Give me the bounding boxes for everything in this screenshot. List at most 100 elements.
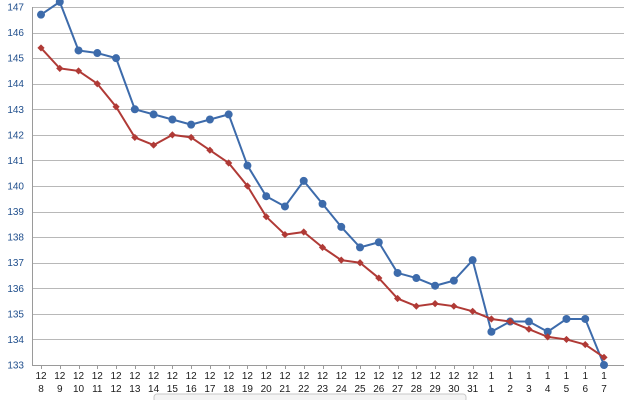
x-tick-label-day: 26 <box>373 384 385 395</box>
series-2-point <box>318 243 327 251</box>
series-1-point <box>37 10 45 19</box>
y-axis-tick-labels: 133 134 135 136 137 138 139 140 141 142 143 144 145 1… <box>7 3 24 372</box>
series-2-point <box>206 146 214 154</box>
series-1-point <box>55 0 64 6</box>
y-tick-label: 133 <box>7 361 24 372</box>
x-tick-label-month: 12 <box>336 371 348 382</box>
series-1-point <box>224 110 233 119</box>
series-2-point <box>56 64 64 72</box>
series-1-point <box>412 274 421 283</box>
series-1-point <box>337 222 346 231</box>
x-tick-label-month: 12 <box>261 371 273 382</box>
series-1-point <box>262 192 271 201</box>
x-tick-label-month: 12 <box>317 371 329 382</box>
series-1-point <box>74 46 83 55</box>
x-tick-label-day: 18 <box>223 384 235 395</box>
x-tick-label-month: 12 <box>92 371 104 382</box>
series-2-point <box>150 141 158 149</box>
x-tick-label-day: 23 <box>317 384 329 395</box>
x-tick-label-month: 12 <box>148 371 160 382</box>
x-tick-label-month: 12 <box>242 371 254 382</box>
series-2-point <box>393 294 402 303</box>
x-tick-label-month: 12 <box>411 371 423 382</box>
series-2-point <box>93 80 101 88</box>
series-1-point <box>374 238 383 247</box>
series-2-point <box>562 335 571 344</box>
x-tick-label-month: 12 <box>279 371 291 382</box>
series-2-point <box>281 230 289 239</box>
series-2-point <box>187 133 195 142</box>
x-tick-label-month: 1 <box>489 371 495 382</box>
series-2-point <box>37 44 45 52</box>
x-tick-label-day: 19 <box>242 384 254 395</box>
x-tick-label-month: 12 <box>186 371 198 382</box>
series-1-point <box>581 314 590 323</box>
series-2-point <box>356 259 364 267</box>
series-1-point <box>130 105 139 114</box>
x-tick-label-month: 12 <box>129 371 141 382</box>
x-tick-label-day: 29 <box>430 384 442 395</box>
x-tick-label-day: 7 <box>601 384 607 395</box>
x-axis-tick-labels: 1281291210121112121213121412151216121712… <box>35 371 607 395</box>
x-tick-label-month: 12 <box>73 371 85 382</box>
x-tick-label-day: 17 <box>204 384 216 395</box>
series-1-point <box>112 54 121 63</box>
series-2-point <box>337 256 345 264</box>
series-lines <box>37 0 608 369</box>
series-1-point <box>524 317 533 326</box>
y-tick-label: 147 <box>7 3 24 14</box>
series-2-point <box>506 317 514 326</box>
x-tick-label-day: 9 <box>57 384 63 395</box>
series-2-point <box>375 274 383 282</box>
x-tick-label-month: 1 <box>507 371 513 382</box>
x-tick-label-day: 4 <box>545 384 551 395</box>
x-tick-label-month: 12 <box>111 371 123 382</box>
y-tick-label: 137 <box>7 258 24 269</box>
x-tick-label-month: 12 <box>298 371 310 382</box>
x-tick-label-month: 12 <box>35 371 47 382</box>
series-1-point <box>205 115 214 124</box>
series-1-point <box>468 256 477 265</box>
x-tick-label-day: 13 <box>129 384 141 395</box>
x-tick-label-month: 1 <box>526 371 532 382</box>
x-tick-label-month: 12 <box>204 371 216 382</box>
x-tick-label-month: 12 <box>167 371 179 382</box>
gridlines <box>32 7 624 369</box>
x-tick-label-month: 1 <box>601 371 607 382</box>
series-1-point <box>487 327 496 336</box>
series-2-point <box>74 67 83 75</box>
series-1-point <box>431 281 440 290</box>
series-2-point <box>469 307 477 315</box>
x-tick-label-day: 14 <box>148 384 160 395</box>
x-tick-label-day: 15 <box>167 384 179 395</box>
y-tick-label: 134 <box>7 335 24 346</box>
series-1-point <box>356 243 365 252</box>
x-tick-label-month: 1 <box>582 371 588 382</box>
y-tick-label: 145 <box>7 54 24 65</box>
series-1-point <box>393 268 402 277</box>
x-tick-label-day: 8 <box>38 384 44 395</box>
x-tick-label-month: 12 <box>448 371 460 382</box>
series-1-point <box>149 110 158 119</box>
x-tick-label-month: 12 <box>354 371 366 382</box>
x-tick-label-day: 6 <box>582 384 588 395</box>
series-1-point <box>318 199 327 208</box>
series-2-point <box>262 213 270 221</box>
x-tick-label-day: 30 <box>448 384 460 395</box>
series-1-point <box>562 314 571 323</box>
series-2-point <box>431 300 439 308</box>
series-2-point <box>600 353 608 361</box>
series-2-point <box>525 325 533 333</box>
series-2-point <box>168 131 176 139</box>
series-1-point <box>280 202 289 211</box>
x-tick-label-day: 25 <box>354 384 366 395</box>
y-tick-label: 142 <box>7 130 24 141</box>
y-tick-label: 136 <box>7 284 24 295</box>
series-1-point <box>243 161 252 170</box>
series-2-point <box>225 159 233 167</box>
series-2-point <box>450 302 458 310</box>
horizontal-scrollbar[interactable] <box>153 393 467 400</box>
series-1-point <box>187 120 196 129</box>
series-2-point <box>112 103 120 111</box>
